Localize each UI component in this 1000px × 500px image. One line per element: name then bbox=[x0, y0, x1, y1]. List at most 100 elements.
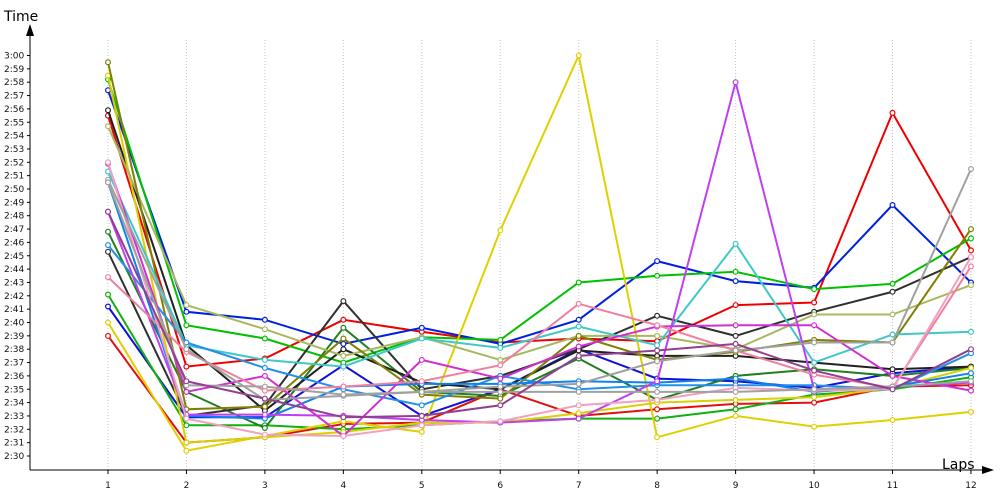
y-tick-label: 3:00 bbox=[4, 52, 24, 62]
data-point bbox=[340, 433, 347, 440]
data-point bbox=[261, 335, 268, 342]
data-point bbox=[811, 311, 818, 318]
data-point bbox=[575, 343, 582, 350]
data-point bbox=[418, 388, 425, 395]
grid bbox=[107, 40, 972, 470]
x-tick-label: 12 bbox=[965, 481, 976, 491]
data-point bbox=[575, 380, 582, 387]
y-tick-label: 2:31 bbox=[4, 439, 24, 449]
data-point bbox=[575, 300, 582, 307]
data-point bbox=[104, 319, 111, 326]
y-tick-label: 2:32 bbox=[4, 425, 24, 435]
data-point bbox=[811, 299, 818, 306]
data-point bbox=[575, 352, 582, 359]
data-point bbox=[732, 406, 739, 413]
series-20 bbox=[104, 159, 974, 440]
data-point bbox=[732, 332, 739, 339]
data-point bbox=[654, 388, 661, 395]
data-point bbox=[183, 302, 190, 309]
data-point bbox=[183, 422, 190, 429]
data-point bbox=[967, 370, 974, 377]
data-point bbox=[261, 372, 268, 379]
data-point bbox=[732, 396, 739, 403]
data-point bbox=[497, 356, 504, 363]
y-tick-label: 2:59 bbox=[4, 65, 24, 75]
data-point bbox=[732, 322, 739, 329]
series-4 bbox=[104, 87, 974, 347]
data-point bbox=[418, 324, 425, 331]
data-point bbox=[183, 346, 190, 353]
y-tick-label: 2:47 bbox=[4, 225, 24, 235]
data-point bbox=[732, 388, 739, 395]
series-line bbox=[107, 231, 972, 430]
data-point bbox=[340, 298, 347, 305]
data-point bbox=[889, 202, 896, 209]
x-tick-label: 3 bbox=[262, 481, 268, 491]
y-tick-label: 2:44 bbox=[4, 265, 24, 275]
data-point bbox=[654, 415, 661, 422]
y-tick-label: 2:53 bbox=[4, 145, 24, 155]
data-point bbox=[497, 418, 504, 425]
axes: Time Laps bbox=[3, 9, 994, 474]
y-tick-label: 2:34 bbox=[4, 399, 24, 409]
series-line bbox=[107, 171, 972, 368]
data-point bbox=[654, 358, 661, 365]
data-point bbox=[967, 378, 974, 385]
data-point bbox=[575, 52, 582, 59]
data-point bbox=[654, 378, 661, 385]
series-7 bbox=[104, 228, 974, 432]
y-tick-label: 2:58 bbox=[4, 78, 24, 88]
y-tick-label: 2:39 bbox=[4, 332, 24, 342]
data-point bbox=[340, 335, 347, 342]
data-point bbox=[654, 332, 661, 339]
data-point bbox=[261, 364, 268, 371]
data-point bbox=[418, 378, 425, 385]
data-point bbox=[575, 323, 582, 330]
x-tick-label: 4 bbox=[340, 481, 346, 491]
data-point bbox=[261, 316, 268, 323]
x-tick-label: 11 bbox=[887, 481, 898, 491]
data-point bbox=[967, 226, 974, 233]
data-point bbox=[575, 410, 582, 417]
y-tick-label: 2:57 bbox=[4, 92, 24, 102]
y-tick-label: 2:49 bbox=[4, 198, 24, 208]
data-point bbox=[811, 359, 818, 366]
data-point bbox=[340, 346, 347, 353]
series-line bbox=[107, 109, 972, 412]
data-point bbox=[497, 336, 504, 343]
y-axis-arrow-icon bbox=[26, 24, 34, 36]
data-point bbox=[811, 423, 818, 430]
y-tick-label: 2:56 bbox=[4, 105, 24, 115]
x-tick-label: 5 bbox=[419, 481, 425, 491]
data-point bbox=[340, 363, 347, 370]
series-line bbox=[107, 181, 972, 396]
data-point bbox=[889, 331, 896, 338]
data-point bbox=[967, 235, 974, 242]
y-tick-label: 2:36 bbox=[4, 372, 24, 382]
data-point bbox=[811, 367, 818, 374]
series-line bbox=[107, 79, 972, 364]
x-tick-label: 6 bbox=[497, 481, 503, 491]
series-12 bbox=[104, 123, 974, 363]
data-point bbox=[967, 364, 974, 371]
series-23 bbox=[104, 208, 974, 421]
y-tick-label: 2:40 bbox=[4, 319, 24, 329]
y-tick-label: 2:43 bbox=[4, 278, 24, 288]
data-point bbox=[889, 372, 896, 379]
data-point bbox=[889, 366, 896, 373]
data-point bbox=[732, 302, 739, 309]
data-point bbox=[654, 322, 661, 329]
data-point bbox=[418, 356, 425, 363]
data-point bbox=[104, 87, 111, 94]
data-point bbox=[967, 408, 974, 415]
data-point bbox=[732, 412, 739, 419]
data-point bbox=[575, 402, 582, 409]
data-point bbox=[104, 179, 111, 186]
series-5 bbox=[104, 76, 974, 366]
data-point bbox=[889, 109, 896, 116]
x-tick-label: 10 bbox=[808, 481, 820, 491]
data-point bbox=[654, 272, 661, 279]
y-tick-label: 2:52 bbox=[4, 158, 24, 168]
data-point bbox=[497, 388, 504, 395]
